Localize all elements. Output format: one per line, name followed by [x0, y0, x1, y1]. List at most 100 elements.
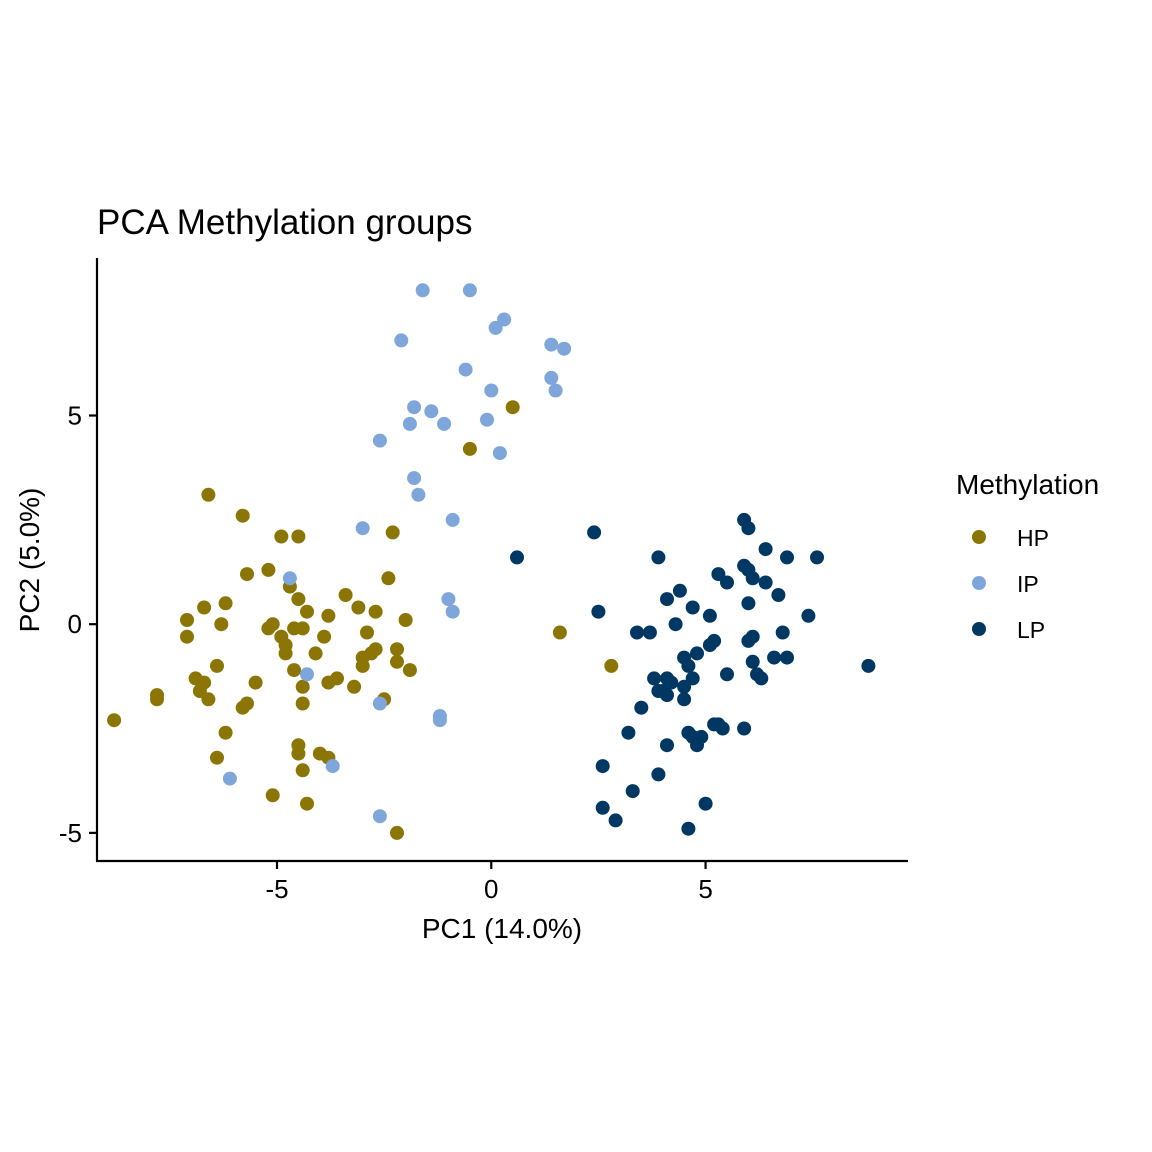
data-point-lp — [651, 550, 666, 565]
data-point-hp — [180, 629, 194, 644]
data-point-hp — [274, 529, 289, 544]
data-point-lp — [634, 700, 649, 715]
data-point-hp — [287, 663, 302, 678]
data-point-hp — [218, 725, 233, 740]
data-point-ip — [372, 809, 387, 824]
data-point-ip — [497, 312, 512, 327]
data-point-hp — [390, 654, 404, 669]
legend: Methylation HP IP LP — [956, 469, 1099, 643]
data-point-lp — [690, 646, 704, 661]
data-point-hp — [355, 658, 370, 673]
data-point-ip — [441, 592, 456, 607]
data-point-ip — [492, 446, 507, 461]
data-point-lp — [660, 688, 674, 703]
data-point-hp — [240, 567, 254, 582]
data-point-hp — [385, 525, 400, 540]
data-point-lp — [672, 583, 687, 598]
data-point-lp — [595, 759, 610, 774]
data-point-ip — [222, 771, 237, 786]
data-point-hp — [338, 588, 353, 602]
legend-key-ip — [972, 576, 986, 590]
data-point-lp — [642, 625, 657, 640]
data-point-lp — [591, 604, 606, 619]
data-point-lp — [660, 592, 674, 607]
data-point-lp — [668, 617, 683, 632]
data-point-ip — [544, 370, 559, 385]
data-point-hp — [248, 675, 263, 690]
data-point-lp — [595, 800, 610, 815]
data-point-ip — [415, 283, 430, 298]
y-axis-ticks: -5 0 5 — [59, 401, 97, 848]
plot-panel: -5 0 5 -5 0 5 — [59, 258, 908, 904]
data-point-hp — [300, 604, 314, 619]
data-point-lp — [741, 521, 756, 536]
chart-title: PCA Methylation groups — [97, 203, 472, 242]
x-tick-label: 0 — [484, 874, 498, 904]
data-point-lp — [681, 821, 696, 836]
data-point-lp — [745, 654, 760, 669]
data-point-lp — [780, 550, 794, 565]
data-point-hp — [197, 675, 212, 690]
data-point-ip — [548, 383, 563, 398]
data-point-hp — [261, 562, 276, 577]
data-point-hp — [604, 658, 619, 673]
data-point-lp — [801, 608, 816, 623]
data-point-lp — [745, 571, 760, 586]
data-point-ip — [484, 383, 499, 398]
data-point-lp — [702, 608, 717, 623]
data-point-lp — [720, 667, 734, 682]
data-point-ip — [480, 412, 494, 427]
series-hp — [107, 400, 619, 840]
data-point-ip — [488, 320, 503, 335]
data-point-ip — [544, 337, 559, 352]
data-point-ip — [407, 471, 422, 486]
data-point-ip — [325, 759, 340, 774]
series-ip — [222, 283, 572, 824]
y-tick-label: 5 — [68, 401, 82, 431]
data-point-ip — [445, 604, 460, 619]
data-point-hp — [197, 600, 212, 615]
data-point-lp — [685, 600, 700, 615]
legend-key-hp — [972, 530, 986, 544]
legend-label-hp: HP — [1017, 525, 1049, 551]
data-point-ip — [432, 713, 447, 728]
data-point-hp — [265, 788, 280, 803]
data-point-lp — [720, 575, 734, 590]
data-point-ip — [407, 400, 422, 415]
data-point-hp — [300, 796, 314, 811]
data-point-hp — [107, 713, 122, 728]
data-point-lp — [587, 525, 602, 540]
data-point-ip — [402, 416, 417, 431]
legend-key-lp — [972, 622, 986, 636]
data-point-hp — [390, 825, 404, 840]
data-point-lp — [621, 725, 636, 740]
series-lp — [510, 512, 876, 836]
data-point-lp — [780, 650, 794, 665]
legend-item-hp: HP — [972, 525, 1049, 551]
data-point-hp — [321, 608, 336, 623]
data-point-hp — [317, 629, 332, 644]
data-point-lp — [690, 738, 704, 753]
data-point-hp — [180, 613, 194, 627]
data-point-hp — [201, 487, 216, 502]
data-point-lp — [810, 550, 824, 565]
data-point-lp — [677, 692, 692, 707]
data-point-hp — [291, 529, 306, 544]
legend-item-lp: LP — [972, 617, 1045, 643]
data-point-lp — [608, 813, 623, 828]
data-point-lp — [698, 796, 713, 811]
data-point-hp — [235, 508, 250, 523]
data-point-ip — [394, 333, 409, 348]
legend-item-ip: IP — [972, 571, 1039, 597]
data-point-hp — [505, 400, 520, 415]
data-point-hp — [201, 692, 216, 707]
data-point-lp — [758, 575, 773, 590]
data-point-lp — [741, 633, 756, 648]
data-point-lp — [510, 550, 524, 565]
data-point-ip — [437, 416, 452, 431]
data-point-ip — [411, 487, 426, 502]
data-point-hp — [347, 679, 362, 694]
data-point-hp — [214, 617, 229, 632]
data-point-hp — [390, 642, 404, 657]
